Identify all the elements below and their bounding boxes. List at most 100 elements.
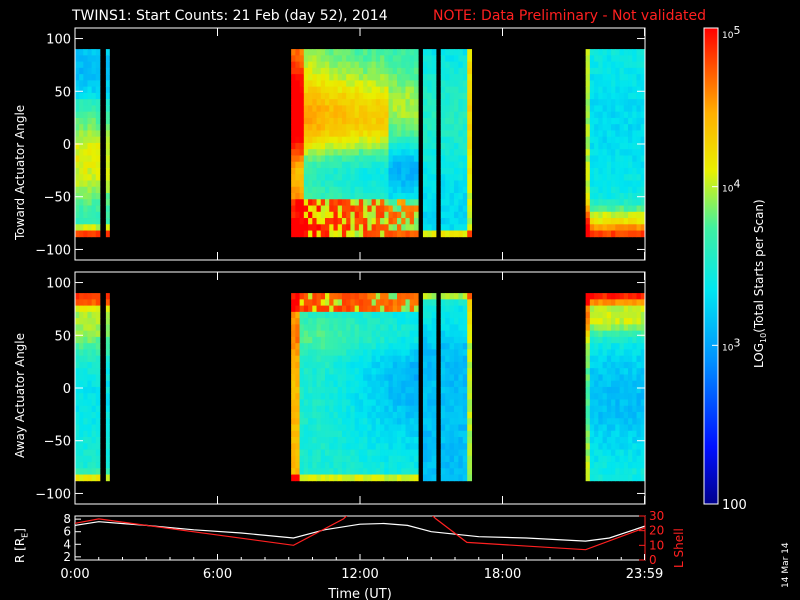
heat-cell (308, 336, 313, 344)
heat-cell (320, 361, 326, 369)
heat-cell (320, 149, 326, 156)
heat-cell (594, 443, 599, 450)
heat-cell (325, 455, 330, 463)
heat-cell (589, 74, 595, 81)
heat-cell (291, 443, 296, 450)
heat-cell (91, 361, 97, 369)
heat-cell (594, 437, 599, 444)
heat-cell (440, 74, 446, 81)
heat-cell (422, 111, 428, 119)
heat-cell (354, 349, 360, 357)
heat-cell (308, 361, 313, 369)
heat-cell (409, 199, 415, 206)
heat-cell (462, 443, 468, 450)
heat-cell (320, 142, 326, 150)
heat-cell (316, 193, 322, 200)
heat-cell (83, 55, 88, 63)
heat-cell (594, 142, 599, 150)
heat-cell (329, 361, 334, 369)
heat-cell (458, 205, 464, 213)
heat-cell (363, 437, 368, 444)
heat-cell (105, 405, 110, 413)
heat-cell (606, 430, 612, 438)
heat-cell (401, 61, 406, 69)
heat-cell (316, 443, 322, 450)
heat-cell (303, 468, 309, 475)
heat-cell (325, 174, 330, 181)
heat-cell (422, 92, 428, 100)
lshell-y-tick-label: 20 (649, 524, 664, 538)
heat-cell (589, 199, 595, 206)
heat-cell (397, 299, 402, 307)
heat-cell (299, 99, 305, 106)
heat-cell (594, 311, 599, 319)
heat-cell (401, 474, 406, 482)
heat-cell (397, 99, 402, 106)
heat-cell (440, 92, 446, 100)
heat-cell (619, 299, 625, 307)
heat-cell (358, 193, 364, 200)
heat-cell (585, 199, 591, 206)
heat-cell (611, 361, 616, 369)
heat-cell (308, 186, 313, 194)
heat-cell (316, 67, 322, 75)
heat-cell (329, 92, 334, 100)
heat-cell (392, 86, 398, 94)
heat-cell (358, 324, 364, 332)
heat-cell (594, 186, 599, 194)
heat-cell (611, 67, 616, 75)
colorbar-tick-label: 103 (722, 336, 740, 353)
heat-cell (308, 443, 313, 450)
heat-cell (341, 474, 347, 482)
heat-cell (333, 299, 339, 307)
heat-cell (453, 293, 459, 300)
heat-cell (295, 92, 300, 100)
orbit-y-tick-label: 8 (63, 512, 71, 526)
heat-cell (95, 418, 101, 425)
heat-cell (75, 336, 80, 344)
heat-cell (388, 368, 394, 375)
heat-cell (79, 330, 84, 338)
heat-cell (431, 443, 437, 450)
heat-cell (299, 67, 305, 75)
heat-cell (467, 368, 473, 375)
heat-cell (105, 393, 110, 400)
heat-cell (303, 230, 309, 238)
heat-cell (358, 411, 364, 419)
heat-cell (619, 49, 625, 56)
heat-cell (295, 55, 300, 63)
heat-cell (350, 443, 356, 450)
heat-cell (619, 449, 625, 457)
heat-cell (308, 161, 313, 169)
heat-cell (401, 124, 406, 131)
heat-cell (87, 374, 93, 382)
heat-cell (320, 318, 326, 325)
heat-cell (320, 430, 326, 438)
heat-cell (636, 117, 642, 125)
heat-cell (299, 474, 305, 482)
toward-actuator-segment-1 (105, 49, 110, 238)
heat-cell (95, 424, 101, 432)
heat-cell (83, 124, 88, 131)
heat-cell (384, 67, 389, 75)
heat-cell (623, 449, 629, 457)
heat-cell (79, 55, 84, 63)
heat-cell (449, 411, 455, 419)
heat-cell (363, 380, 368, 388)
heat-cell (325, 361, 330, 369)
heat-cell (346, 374, 351, 382)
heat-cell (594, 324, 599, 332)
y-tick-label: 50 (54, 329, 71, 344)
heat-cell (589, 374, 595, 382)
heat-cell (367, 349, 372, 357)
heat-cell (320, 311, 326, 319)
heat-cell (589, 368, 595, 375)
heat-cell (354, 443, 360, 450)
heat-cell (636, 324, 642, 332)
heat-cell (320, 437, 326, 444)
heat-cell (585, 205, 591, 213)
heat-cell (384, 330, 389, 338)
heat-cell (615, 293, 620, 300)
heat-cell (299, 130, 305, 138)
